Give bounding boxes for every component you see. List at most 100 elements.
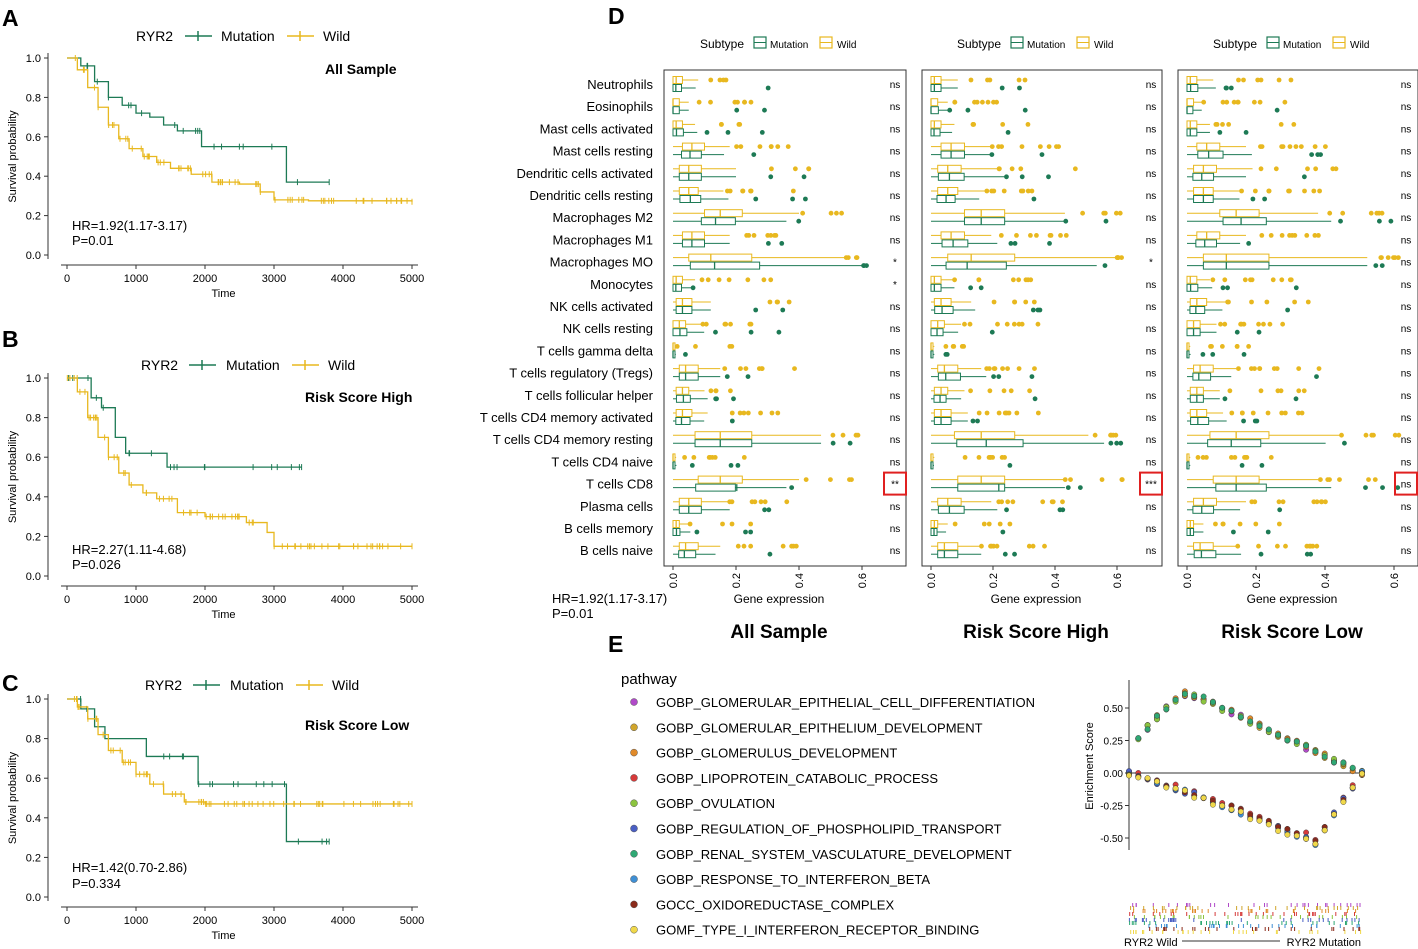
- outlier-point: [1291, 122, 1297, 127]
- outlier-point: [1210, 277, 1216, 283]
- panel-c-hr: HR=1.42(0.70-2.86): [72, 860, 187, 875]
- outlier-point: [1239, 410, 1245, 416]
- outlier-point: [1114, 440, 1120, 446]
- panel-e-letter: E: [608, 631, 623, 657]
- outlier-point: [1219, 344, 1225, 349]
- outlier-point: [775, 410, 781, 416]
- outlier-point: [792, 366, 797, 371]
- outlier-point: [1323, 144, 1328, 150]
- outlier-point: [1080, 210, 1086, 216]
- outlier-point: [1264, 299, 1270, 305]
- outlier-point: [959, 344, 965, 349]
- box: [1189, 306, 1206, 314]
- box: [937, 550, 959, 559]
- significance-label: ns: [1146, 280, 1157, 291]
- outlier-point: [1257, 99, 1263, 105]
- x-tick-label: 0.4: [1050, 573, 1062, 588]
- outlier-point: [1017, 85, 1022, 91]
- outlier-point: [1372, 477, 1378, 482]
- outlier-point: [741, 543, 747, 549]
- highlight-box: [1394, 471, 1418, 496]
- outlier-point: [830, 432, 836, 438]
- outlier-point: [1010, 277, 1016, 283]
- y-tick-label: 0.8: [26, 413, 41, 425]
- outlier-point: [790, 196, 795, 202]
- outlier-point: [765, 85, 771, 91]
- outlier-point: [1251, 99, 1257, 105]
- boxplot-subplot: 0.0 0.2 0.4 0.6 Gene expression Risk Score Lo…: [1177, 69, 1418, 643]
- box: [1215, 483, 1267, 492]
- gsea-point: [1191, 693, 1198, 699]
- gsea-point: [1321, 827, 1328, 834]
- outlier-point: [716, 277, 722, 283]
- gsea-point: [1284, 831, 1291, 838]
- outlier-point: [1058, 233, 1063, 238]
- outlier-point: [947, 107, 953, 113]
- outlier-point: [1239, 188, 1244, 194]
- outlier-point: [1029, 188, 1035, 194]
- outlier-point: [984, 410, 990, 416]
- km-curve-wild: [67, 57, 413, 202]
- box: [1197, 150, 1224, 159]
- box: [1186, 283, 1199, 292]
- x-axis-title: Gene expression: [1247, 592, 1338, 606]
- outlier-point: [789, 543, 794, 549]
- outlier-point: [1379, 263, 1385, 268]
- outlier-point: [986, 521, 992, 527]
- outlier-point: [1019, 321, 1025, 327]
- outlier-point: [1312, 233, 1318, 238]
- y-tick-label: 0.50: [1104, 704, 1124, 715]
- outlier-point: [1001, 188, 1007, 194]
- x-tick-label: 0: [64, 273, 70, 285]
- category-label: T cells gamma delta: [537, 343, 654, 358]
- significance-label: ns: [1401, 346, 1412, 357]
- panel-c-letter: C: [2, 670, 19, 696]
- outlier-point: [1026, 543, 1032, 549]
- outlier-point: [1275, 388, 1281, 394]
- box: [1192, 372, 1212, 381]
- outlier-point: [735, 463, 741, 468]
- significance-label: ns: [890, 502, 901, 513]
- outlier-point: [1246, 241, 1252, 246]
- outlier-point: [792, 166, 798, 172]
- category-label: Dendritic cells activated: [516, 166, 653, 181]
- category-label: Monocytes: [590, 277, 653, 292]
- significance-label: *: [1149, 258, 1153, 269]
- panel-c-subtitle: Risk Score Low: [305, 717, 409, 733]
- box: [930, 106, 939, 115]
- significance-label: ns: [1146, 191, 1157, 202]
- outlier-point: [729, 418, 735, 424]
- outlier-point: [745, 410, 751, 416]
- outlier-point: [1265, 529, 1271, 535]
- outlier-point: [761, 277, 767, 283]
- outlier-point: [748, 543, 754, 549]
- outlier-point: [1316, 233, 1321, 238]
- outlier-point: [1287, 144, 1293, 150]
- outlier-point: [970, 418, 976, 424]
- outlier-point: [989, 329, 995, 335]
- box: [937, 542, 959, 551]
- outlier-point: [1302, 188, 1307, 194]
- outlier-point: [1339, 432, 1344, 438]
- outlier-point: [1340, 210, 1346, 216]
- outlier-point: [769, 410, 775, 416]
- outlier-point: [1225, 285, 1230, 291]
- outlier-point: [968, 285, 974, 291]
- y-tick-label: 0.6: [26, 773, 41, 785]
- category-label: NK cells resting: [563, 321, 653, 336]
- outlier-point: [991, 299, 997, 305]
- outlier-point: [1005, 366, 1010, 371]
- box: [694, 431, 753, 440]
- box: [1190, 417, 1210, 425]
- outlier-point: [1311, 499, 1317, 505]
- box: [672, 98, 680, 107]
- outlier-point: [696, 99, 702, 105]
- outlier-point: [713, 396, 719, 402]
- outlier-point: [1250, 410, 1256, 416]
- outlier-point: [999, 455, 1005, 460]
- km-legend-wild-key: [287, 31, 314, 41]
- x-tick-label: 0.4: [1320, 573, 1332, 588]
- outlier-point: [740, 188, 745, 194]
- pathway-legend-dot: [630, 748, 638, 757]
- outlier-point: [1250, 196, 1256, 202]
